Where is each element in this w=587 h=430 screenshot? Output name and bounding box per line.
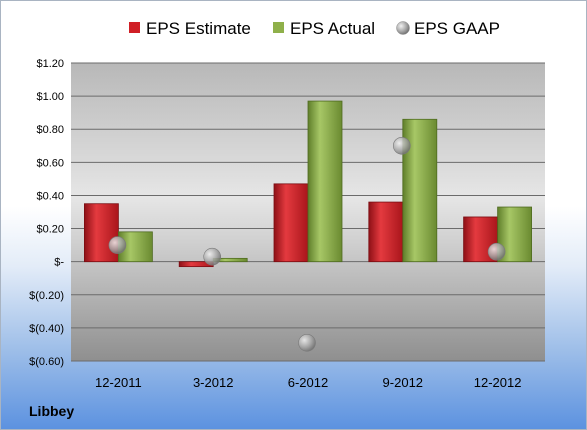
y-tick-label: $0.60 bbox=[36, 157, 64, 169]
point-gaap bbox=[108, 236, 127, 254]
y-tick-label: $0.20 bbox=[36, 224, 64, 236]
legend: EPS Estimate EPS Actual EPS GAAP bbox=[129, 19, 500, 38]
x-tick-label: 12-2011 bbox=[95, 375, 142, 390]
bar-estimate bbox=[84, 203, 119, 263]
x-tick-label: 3-2012 bbox=[193, 375, 233, 390]
bar-estimate bbox=[273, 183, 309, 263]
y-tick-label: $- bbox=[54, 257, 64, 269]
legend-swatch bbox=[129, 22, 140, 33]
y-tick-label: $(0.40) bbox=[29, 323, 64, 335]
company-name: Libbey bbox=[29, 403, 75, 419]
point-gaap bbox=[203, 247, 221, 266]
bar-estimate bbox=[368, 201, 404, 263]
x-axis-ticks: 12-2011 3-2012 6-2012 9-2012 12-2012 bbox=[95, 375, 521, 390]
x-tick-label: 12-2012 bbox=[474, 375, 522, 390]
y-tick-label: $0.40 bbox=[36, 190, 64, 202]
x-tick-label: 6-2012 bbox=[288, 375, 328, 390]
legend-label: EPS Actual bbox=[290, 19, 375, 38]
bars bbox=[84, 100, 533, 268]
gaap-points bbox=[108, 136, 506, 352]
x-tick-label: 9-2012 bbox=[383, 375, 423, 390]
y-tick-label: $(0.20) bbox=[29, 290, 64, 302]
legend-swatch bbox=[273, 22, 284, 33]
point-gaap bbox=[298, 333, 316, 352]
point-gaap bbox=[487, 242, 506, 261]
y-tick-label: $1.00 bbox=[36, 91, 64, 103]
y-tick-label: $(0.60) bbox=[29, 356, 64, 368]
point-gaap bbox=[392, 136, 411, 155]
bar-actual bbox=[307, 100, 343, 263]
legend-label: EPS GAAP bbox=[414, 19, 500, 38]
y-tick-label: $0.80 bbox=[36, 124, 64, 136]
y-tick-label: $1.20 bbox=[36, 58, 64, 70]
legend-swatch bbox=[396, 21, 410, 35]
y-axis-ticks: $1.20 $1.00 $0.80 $0.60 $0.40 $0.20 $- $(0.20) $… bbox=[29, 58, 64, 368]
legend-label: EPS Estimate bbox=[146, 19, 251, 38]
